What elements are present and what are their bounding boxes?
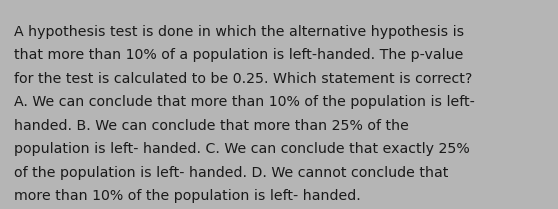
Text: A hypothesis test is done in which the alternative hypothesis is: A hypothesis test is done in which the a… (14, 25, 464, 39)
Text: more than 10% of the population is left- handed.: more than 10% of the population is left-… (14, 189, 360, 203)
Text: handed. B. We can conclude that more than 25% of the: handed. B. We can conclude that more tha… (14, 119, 409, 133)
Text: A. We can conclude that more than 10% of the population is left-: A. We can conclude that more than 10% of… (14, 95, 475, 109)
Text: of the population is left- handed. D. We cannot conclude that: of the population is left- handed. D. We… (14, 166, 448, 180)
Text: for the test is calculated to be 0.25. Which statement is correct?: for the test is calculated to be 0.25. W… (14, 72, 472, 86)
Text: population is left- handed. C. We can conclude that exactly 25%: population is left- handed. C. We can co… (14, 142, 470, 156)
Text: that more than 10% of a population is left-handed. The p-value: that more than 10% of a population is le… (14, 48, 463, 62)
